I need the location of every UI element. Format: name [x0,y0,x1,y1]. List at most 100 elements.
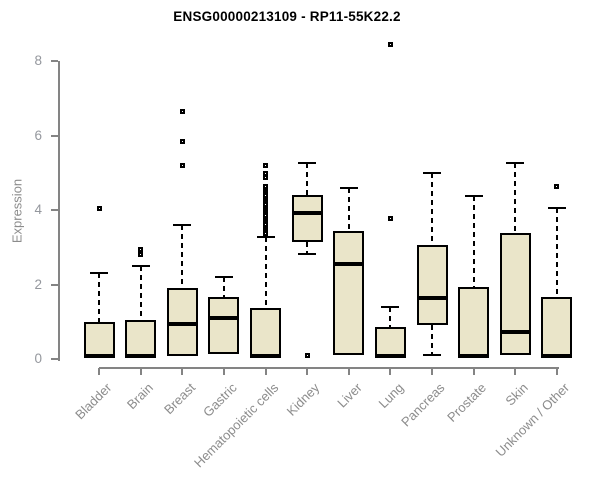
y-tick-label: 4 [34,202,42,217]
x-tick [431,368,434,375]
x-tick [139,368,142,375]
x-tick-label: Pancreas [398,380,448,430]
x-tick-label: Bladder [72,380,115,423]
y-tick-label: 6 [34,127,42,143]
whisker-line [222,277,225,298]
median-line [458,354,490,359]
boxplot-box [208,297,240,355]
boxplot-box [499,233,531,356]
boxplot-box [374,326,406,358]
y-tick-label: 8 [34,53,42,68]
outlier-point [96,205,102,211]
whisker-line [431,325,434,355]
x-tick [347,368,350,375]
whisker-line [514,163,517,234]
outlier-point [387,41,393,47]
x-tick-label: Lung [375,380,407,412]
boxplot-box [83,321,115,358]
x-tick [264,368,267,375]
median-line [333,262,365,266]
outlier-point [138,246,144,252]
outlier-point [179,138,185,144]
whisker-cap [131,264,150,267]
x-tick-label: Gastric [199,380,240,420]
boxplot-box [458,287,490,358]
outlier-point [138,252,144,258]
whisker-cap [423,172,442,175]
outlier-point [304,352,310,358]
outlier-point [179,162,185,168]
whisker-cap [214,276,233,279]
whisker-line [139,265,142,320]
x-tick [555,368,558,375]
whisker-line [264,237,267,308]
outlier-point [263,162,269,168]
whisker-cap [90,272,108,275]
whisker-cap [423,353,442,356]
x-tick [222,368,225,375]
outlier-point [263,230,269,236]
y-tick [51,283,58,286]
x-tick [514,368,517,375]
median-line [374,354,406,359]
outlier-point [554,184,560,190]
boxplot-box [291,195,323,243]
x-tick-label: Unknown / Other [493,380,573,460]
whisker-cap [464,195,483,198]
whisker-line [472,196,475,288]
x-tick-label: Brain [124,380,157,413]
boxplot-box [333,231,365,356]
x-axis-line [99,367,559,369]
x-tick-label: Liver [333,380,365,411]
whisker-cap [298,162,317,165]
x-tick [389,368,392,375]
outlier-point [263,171,269,177]
whisker-line [431,173,434,246]
whisker-line [306,163,309,196]
boxplot-box [125,319,157,358]
y-tick [51,60,58,62]
median-line [125,354,157,359]
whisker-cap [381,305,400,308]
y-tick [51,209,58,211]
x-tick-label: Kidney [284,380,323,419]
median-line [83,354,115,359]
y-tick-label: 2 [34,276,42,292]
whisker-cap [339,187,358,190]
x-tick [181,368,184,375]
median-line [166,321,198,326]
y-axis-line [58,61,60,361]
x-tick-label: Prostate [444,380,490,425]
median-line [291,210,323,215]
whisker-cap [298,252,317,255]
whisker-line [181,224,184,289]
outlier-point [387,215,393,221]
x-tick [98,368,100,375]
whisker-line [389,306,392,327]
boxplot-box [416,245,448,326]
median-line [250,354,282,359]
whisker-line [306,242,309,254]
whisker-cap [506,162,525,165]
whisker-line [98,273,100,322]
median-line [208,316,240,321]
median-line [416,295,448,300]
y-tick [51,358,58,360]
x-tick-label: Skin [502,380,531,409]
whisker-cap [173,223,192,226]
x-tick [472,368,475,375]
outlier-point [179,108,185,114]
median-line [541,354,573,359]
boxplot-box [541,297,573,358]
outlier-point [263,174,269,180]
whisker-cap [256,236,275,239]
chart-title: ENSG00000213109 - RP11-55K22.2 [173,9,401,24]
whisker-line [555,208,558,298]
y-tick-label: 0 [34,351,42,366]
median-line [499,330,531,335]
boxplot-box [250,307,282,358]
y-tick [51,134,58,137]
x-tick-label: Breast [160,380,198,418]
whisker-line [347,188,350,232]
